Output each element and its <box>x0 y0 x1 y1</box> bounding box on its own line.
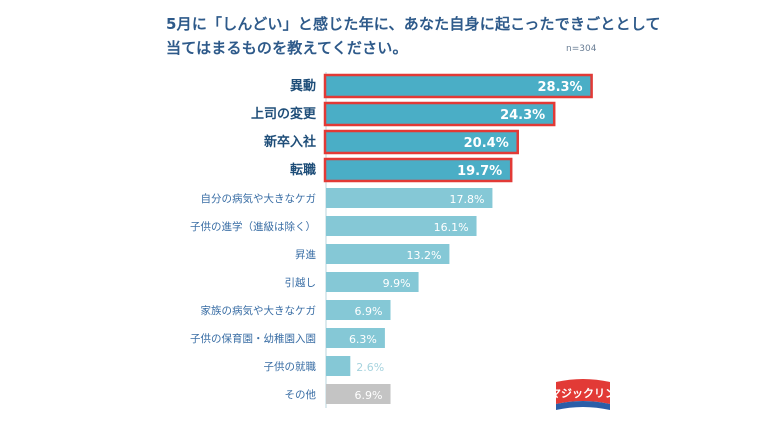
logo-text: マジックリン <box>552 387 614 400</box>
value-label-12: 6.9% <box>355 389 383 402</box>
bar-highlight-frame-2 <box>323 101 556 127</box>
category-label-5: 自分の病気や大きなケガ <box>201 192 317 205</box>
category-label-8: 引越し <box>285 276 317 289</box>
bar-5 <box>326 188 493 208</box>
bar-8 <box>326 272 419 292</box>
category-label-6: 子供の進学（進級は除く） <box>190 220 316 233</box>
category-label-12: その他 <box>285 388 317 401</box>
value-label-2: 24.3% <box>500 108 545 123</box>
chart-title: 5月に「しんどい」と感じた年に、あなた自身に起こったできごととして 当てはまるも… <box>166 12 661 60</box>
bar-12 <box>326 384 391 404</box>
value-label-6: 16.1% <box>434 221 469 234</box>
value-label-10: 6.3% <box>349 333 377 346</box>
bar-11 <box>326 356 351 376</box>
title-line-2: 当てはまるものを教えてください。 <box>166 39 408 57</box>
category-label-2: 上司の変更 <box>251 106 317 122</box>
category-label-9: 家族の病気や大きなケガ <box>201 304 317 317</box>
category-label-10: 子供の保育園・幼稚園入園 <box>190 332 316 345</box>
value-label-4: 19.7% <box>457 164 502 179</box>
category-label-7: 昇進 <box>295 249 316 261</box>
logo-swoosh-blue <box>556 401 610 410</box>
category-label-4: 転職 <box>290 162 316 178</box>
bar-9 <box>326 300 391 320</box>
bar-4 <box>326 160 511 180</box>
bar-1 <box>326 76 591 96</box>
value-label-7: 13.2% <box>406 249 441 262</box>
value-label-9: 6.9% <box>355 305 383 318</box>
bar-3 <box>326 132 517 152</box>
sample-size: n=304 <box>566 44 597 54</box>
bar-6 <box>326 216 477 236</box>
value-label-8: 9.9% <box>383 277 411 290</box>
value-label-11: 2.6% <box>356 361 384 374</box>
category-label-11: 子供の就職 <box>264 360 317 373</box>
bar-highlight-frame-1 <box>323 73 593 99</box>
bar-highlight-frame-3 <box>323 129 519 155</box>
title-line-1: 5月に「しんどい」と感じた年に、あなた自身に起こったできごととして <box>166 15 661 33</box>
bar-2 <box>326 104 554 124</box>
logo-swoosh-red <box>556 379 610 404</box>
category-label-3: 新卒入社 <box>264 134 316 150</box>
bar-7 <box>326 244 450 264</box>
value-label-5: 17.8% <box>449 193 484 206</box>
magiclean-logo: マジックリン <box>552 379 614 410</box>
category-label-1: 異動 <box>290 78 316 94</box>
bar-10 <box>326 328 385 348</box>
value-label-1: 28.3% <box>537 80 582 95</box>
bar-highlight-frame-4 <box>323 157 513 183</box>
value-label-3: 20.4% <box>464 136 509 151</box>
